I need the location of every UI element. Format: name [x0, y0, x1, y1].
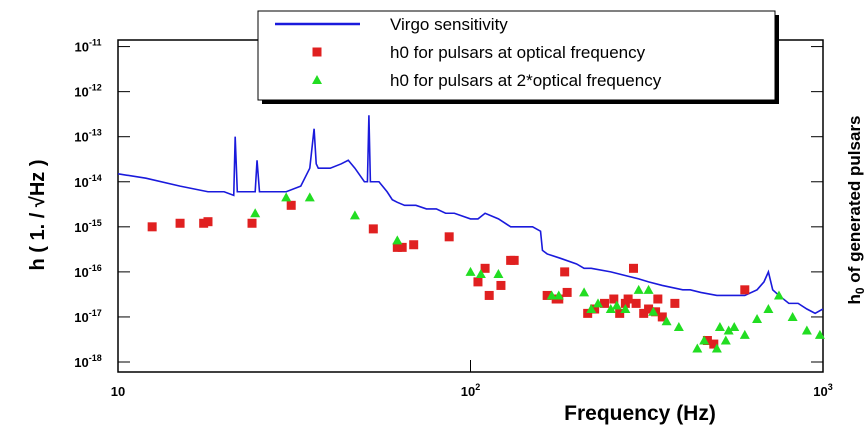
- pulsar-triangle: [729, 321, 740, 331]
- pulsar-square: [480, 263, 490, 273]
- pulsar-square: [392, 242, 402, 252]
- y-tick-label: 10-12: [74, 83, 101, 100]
- legend-label: h0 for pulsars at optical frequency: [390, 43, 646, 62]
- pulsar-triangle: [349, 210, 360, 220]
- pulsar-triangle: [739, 329, 750, 339]
- pulsar-square: [628, 263, 638, 273]
- pulsar-triangle: [250, 208, 261, 218]
- pulsar-triangle: [723, 325, 734, 335]
- legend-label: Virgo sensitivity: [390, 15, 508, 34]
- pulsar-triangle: [392, 235, 403, 245]
- pulsar-triangle: [673, 321, 684, 331]
- pulsar-triangle: [814, 329, 825, 339]
- pulsar-triangle: [692, 343, 703, 353]
- pulsar-square: [583, 308, 593, 318]
- pulsar-triangle: [620, 304, 631, 314]
- y-tick-label: 10-13: [74, 128, 101, 145]
- pulsar-square: [496, 280, 506, 290]
- pulsar-triangle: [699, 335, 710, 345]
- pulsar-triangle: [643, 284, 654, 294]
- pulsar-triangle: [593, 298, 604, 308]
- pulsar-square: [542, 290, 552, 300]
- pulsar-square: [203, 217, 213, 227]
- pulsar-square: [368, 224, 378, 234]
- x-tick-label: 102: [461, 382, 480, 399]
- pulsar-square: [609, 294, 619, 304]
- pulsar-triangle: [720, 335, 731, 345]
- pulsar-square: [175, 218, 185, 228]
- pulsar-square: [644, 304, 654, 314]
- y-tick-label: 10-17: [74, 308, 101, 325]
- pulsar-square: [709, 339, 719, 349]
- legend-square: [312, 47, 322, 57]
- y-tick-label: 10-15: [74, 218, 101, 235]
- pulsar-square: [600, 298, 610, 308]
- pulsar-triangle: [304, 192, 315, 202]
- pulsar-square: [484, 290, 494, 300]
- pulsar-triangle: [611, 300, 622, 310]
- pulsar-triangle: [773, 290, 784, 300]
- y-tick-label: 10-14: [74, 173, 101, 190]
- pulsar-triangle: [787, 311, 798, 321]
- pulsar-square: [639, 308, 649, 318]
- pulsar-triangle: [281, 192, 292, 202]
- pulsar-square: [247, 218, 257, 228]
- pulsar-square: [623, 294, 633, 304]
- y2-axis-title: h0 of generated pulsars: [845, 115, 864, 304]
- pulsar-square: [615, 308, 625, 318]
- pulsar-triangle: [493, 268, 504, 278]
- y-tick-label: 10-16: [74, 263, 101, 280]
- pulsar-triangle: [763, 304, 774, 314]
- pulsar-square: [286, 200, 296, 210]
- legend-triangle: [312, 75, 322, 84]
- pulsar-square: [631, 298, 641, 308]
- pulsar-square: [653, 294, 663, 304]
- pulsar-triangle: [465, 266, 476, 276]
- x-axis-title: Frequency (Hz): [564, 402, 716, 425]
- pulsar-triangle: [553, 290, 564, 300]
- pulsar-triangle: [546, 290, 557, 300]
- pulsar-square: [590, 304, 600, 314]
- pulsar-square: [562, 287, 572, 297]
- x-tick-label: 103: [813, 382, 832, 399]
- pulsar-triangle: [752, 314, 763, 324]
- pulsar-square: [740, 285, 750, 295]
- pulsar-triangle: [661, 316, 672, 326]
- pulsar-triangle: [648, 306, 659, 316]
- pulsar-triangle: [579, 287, 590, 297]
- pulsar-square: [473, 277, 483, 287]
- pulsar-square: [397, 242, 407, 252]
- pulsar-square: [147, 222, 157, 232]
- pulsar-triangle: [801, 325, 812, 335]
- legend-box: [257, 10, 776, 101]
- pulsar-triangle: [714, 321, 725, 331]
- pulsar-square: [702, 336, 712, 346]
- y-tick-label: 10-18: [74, 353, 101, 370]
- sensitivity-line: [118, 115, 823, 315]
- x-tick-label: 10: [111, 384, 125, 399]
- pulsar-triangle: [586, 304, 597, 314]
- pulsar-square: [509, 255, 519, 265]
- pulsar-triangle: [475, 268, 486, 278]
- legend-label: h0 for pulsars at 2*optical frequency: [390, 71, 662, 90]
- pulsar-triangle: [605, 304, 616, 314]
- pulsar-square: [444, 232, 454, 242]
- pulsar-square: [670, 298, 680, 308]
- pulsar-square: [409, 240, 419, 250]
- pulsar-triangle: [711, 343, 722, 353]
- y-tick-label: 10-11: [75, 38, 102, 55]
- pulsar-triangle: [633, 284, 644, 294]
- pulsar-square: [560, 267, 570, 277]
- pulsar-square: [657, 312, 667, 322]
- y-axis-title: h ( 1. / √Hz ): [27, 160, 49, 271]
